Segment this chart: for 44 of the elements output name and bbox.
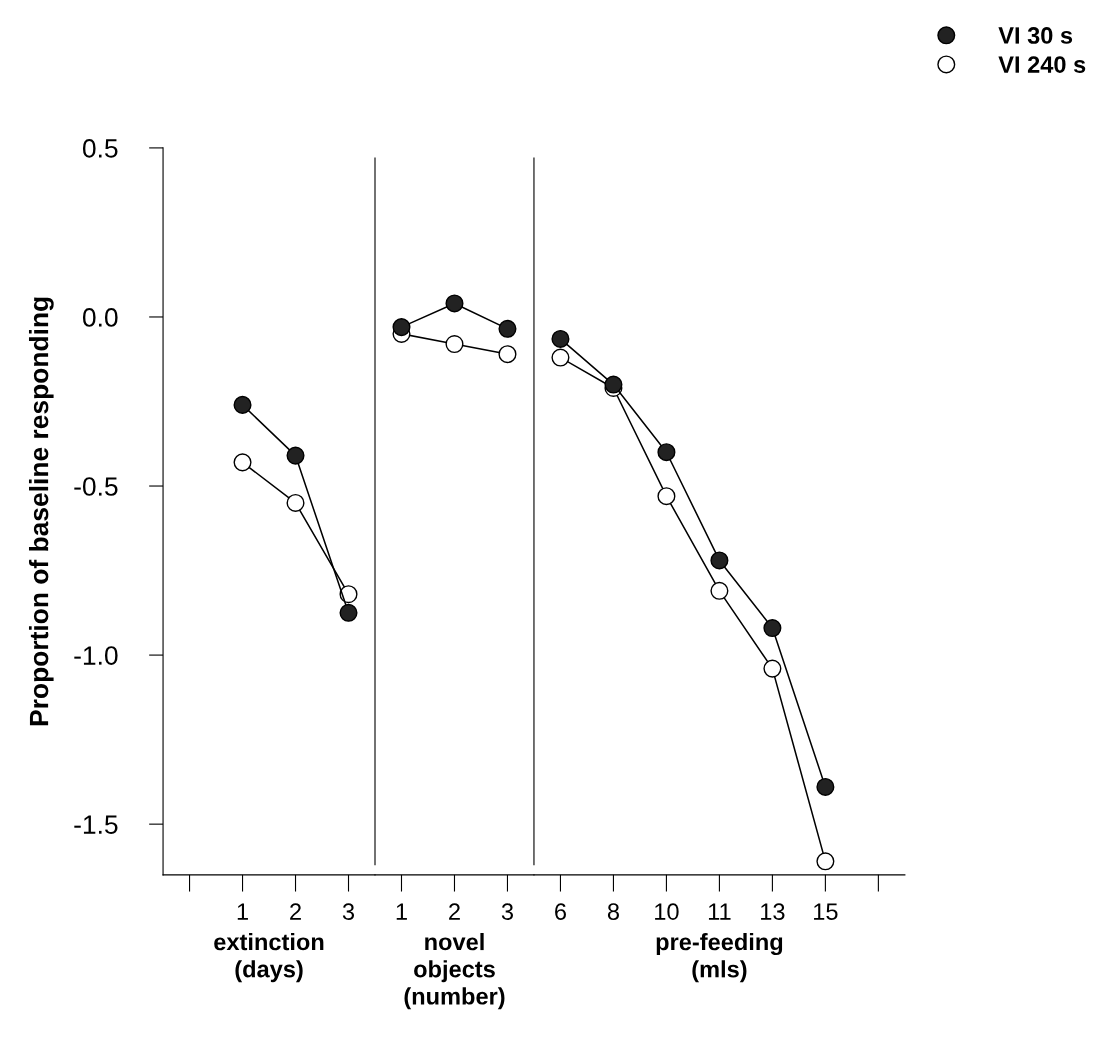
y-tick-label: 0.0 [82,308,118,327]
point [339,585,358,604]
point [657,487,676,506]
point [763,659,782,678]
point [233,395,252,414]
x-tick-label: 1 [237,903,248,920]
y-tick-label: -1.0 [74,646,118,665]
x-tick-label: 15 [814,903,838,920]
x-tick-label: 2 [449,903,460,920]
point [286,446,305,465]
point [657,443,676,462]
point [445,334,464,354]
x-axis-title: pre-feeding (mls) [656,932,783,983]
y-tick-label: -1.5 [74,815,118,834]
point [763,619,782,638]
point [392,318,411,337]
point [551,348,570,367]
x-tick-label: 2 [290,903,301,920]
y-tick-label: -0.5 [74,477,118,496]
y-axis-title: Proportion of baseline responding [28,297,54,726]
x-tick-label: 8 [607,903,619,920]
point [710,581,729,600]
x-tick-label: 6 [555,903,566,920]
legend-label: VI 30 s [998,27,1073,44]
x-tick-label: 3 [501,903,513,920]
x-tick-label: 3 [342,903,355,920]
y-tick-label: 0.5 [82,139,118,158]
legend-label: VI 240 s [998,56,1086,73]
point [286,493,305,512]
point [339,603,358,622]
point [498,345,517,364]
x-tick-label: 10 [655,903,679,920]
point [710,551,729,570]
x-tick-label: 13 [761,903,785,920]
x-axis-title: extinction (days) [214,932,324,983]
point [233,453,252,472]
point [551,329,570,348]
point [816,852,835,871]
point [445,294,464,313]
x-tick-label: 1 [396,903,407,920]
x-axis-title: novel objects (number) [404,932,505,1010]
point [498,319,517,338]
point [816,777,835,796]
x-tick-label: 11 [708,903,731,920]
